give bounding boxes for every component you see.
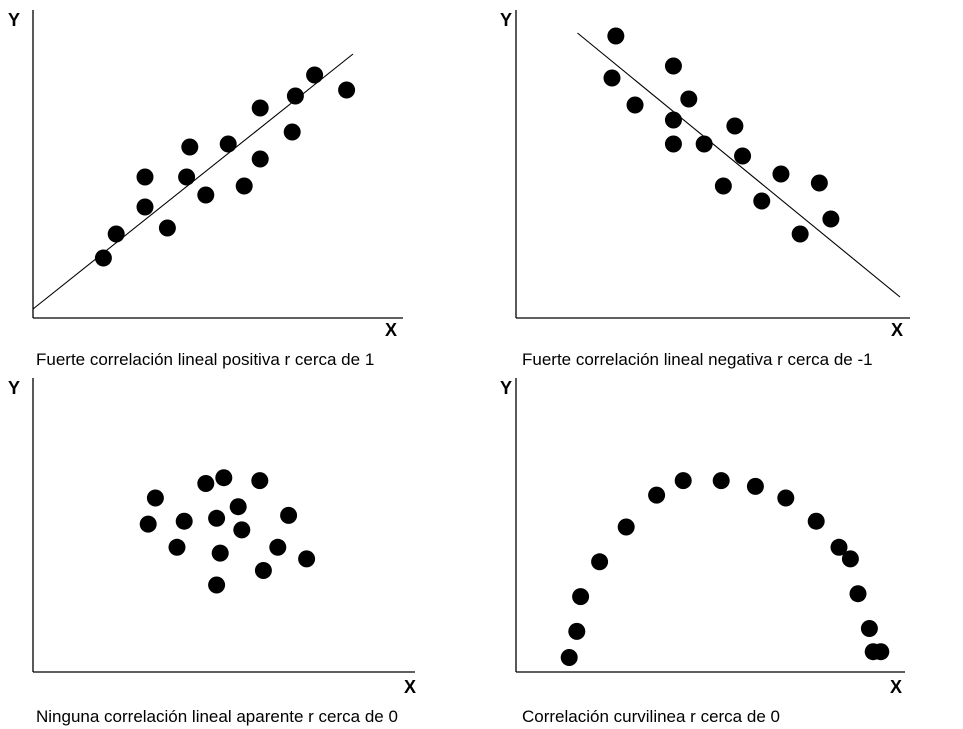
- data-point: [181, 138, 199, 156]
- data-point: [830, 538, 848, 556]
- data-point: [591, 553, 609, 571]
- data-point: [251, 99, 269, 117]
- data-point: [695, 135, 713, 153]
- data-point: [178, 168, 196, 186]
- chart-positive-correlation: Y X Fuerte correlación lineal positiva r…: [8, 10, 403, 369]
- data-point: [772, 165, 790, 183]
- data-point: [211, 544, 229, 562]
- data-point: [197, 186, 215, 204]
- data-point: [560, 649, 578, 666]
- chart-negative-correlation: Y X Fuerte correlación lineal negativa r…: [500, 10, 910, 369]
- data-point: [726, 117, 744, 135]
- data-point: [94, 249, 112, 267]
- data-point: [746, 477, 764, 495]
- x-axis-label: X: [385, 320, 397, 340]
- data-point: [251, 150, 269, 168]
- plot-area: [139, 469, 316, 594]
- data-point: [286, 87, 304, 105]
- data-point: [235, 177, 253, 195]
- data-point: [233, 521, 251, 539]
- data-point: [714, 177, 732, 195]
- data-point: [810, 174, 828, 192]
- chart-curvilinear-correlation: Y X Correlación curvilinea r cerca de 0: [500, 378, 905, 726]
- data-point: [841, 550, 859, 568]
- plot-area: [32, 53, 356, 310]
- data-point: [107, 225, 125, 243]
- data-point: [175, 512, 193, 530]
- data-point: [251, 472, 269, 490]
- data-point: [298, 550, 316, 568]
- data-point: [168, 538, 186, 556]
- data-point: [626, 96, 644, 114]
- data-point: [215, 469, 233, 487]
- data-point: [136, 168, 154, 186]
- data-point: [607, 27, 625, 45]
- x-axis-label: X: [890, 677, 902, 697]
- data-point: [568, 622, 586, 640]
- data-point: [791, 225, 809, 243]
- chart-caption: Fuerte correlación lineal positiva r cer…: [36, 350, 374, 369]
- data-point: [674, 472, 692, 490]
- data-point: [603, 69, 621, 87]
- x-axis-label: X: [891, 320, 903, 340]
- data-point: [280, 506, 298, 524]
- chart-caption: Correlación curvilinea r cerca de 0: [522, 707, 780, 726]
- data-point: [269, 538, 287, 556]
- plot-area: [560, 472, 890, 666]
- data-point: [208, 576, 226, 594]
- data-point: [136, 198, 154, 216]
- data-point: [229, 498, 247, 516]
- trend-line: [577, 32, 901, 298]
- data-point: [872, 643, 890, 661]
- data-point: [197, 475, 215, 492]
- data-point: [617, 518, 635, 536]
- y-axis-label: Y: [8, 378, 20, 398]
- y-axis-label: Y: [500, 378, 512, 398]
- chart-caption: Ninguna correlación lineal aparente r ce…: [36, 707, 398, 726]
- data-point: [283, 123, 301, 141]
- data-point: [664, 57, 682, 75]
- data-point: [822, 210, 840, 228]
- x-axis-label: X: [404, 677, 416, 697]
- data-point: [146, 489, 164, 507]
- data-point: [777, 489, 795, 507]
- chart-no-correlation: Y X Ninguna correlación lineal aparente …: [8, 378, 416, 726]
- data-point: [664, 111, 682, 129]
- plot-area: [577, 27, 901, 298]
- y-axis-label: Y: [8, 10, 20, 30]
- data-point: [306, 66, 324, 84]
- data-point: [338, 81, 356, 99]
- data-point: [219, 135, 237, 153]
- data-point: [208, 509, 226, 527]
- data-point: [254, 562, 272, 579]
- data-point: [139, 515, 157, 533]
- data-point: [860, 620, 878, 637]
- y-axis-label: Y: [500, 10, 512, 30]
- data-point: [753, 192, 771, 210]
- data-point: [712, 472, 730, 490]
- data-point: [734, 147, 752, 165]
- data-point: [807, 512, 825, 530]
- data-point: [849, 585, 867, 603]
- data-point: [158, 219, 176, 237]
- data-point: [680, 90, 698, 108]
- chart-caption: Fuerte correlación lineal negativa r cer…: [522, 350, 873, 369]
- data-point: [664, 135, 682, 153]
- data-point: [648, 486, 666, 504]
- data-point: [572, 588, 590, 606]
